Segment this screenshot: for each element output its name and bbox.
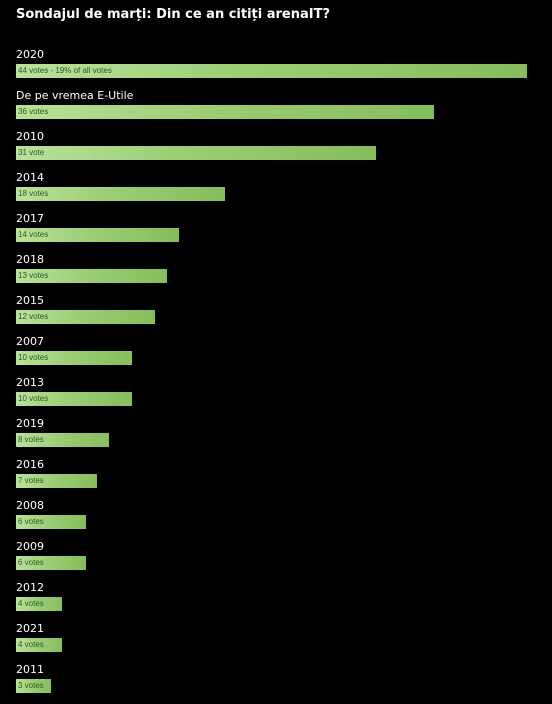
- option-label: 2013: [16, 376, 44, 389]
- vote-bar: [16, 64, 527, 78]
- option-label: 2019: [16, 417, 44, 430]
- option-label: 2007: [16, 335, 44, 348]
- option-label: 2020: [16, 48, 44, 61]
- poll-option: 2021 4 votes: [16, 622, 536, 663]
- vote-count-label: 14 votes: [18, 230, 49, 239]
- vote-bar: [16, 433, 109, 447]
- vote-count-label: 6 votes: [18, 558, 44, 567]
- vote-bar: [16, 597, 62, 611]
- option-label: 2008: [16, 499, 44, 512]
- poll-option: 2012 4 votes: [16, 581, 536, 622]
- poll-results: 2020 44 votes - 19% of all votes De pe vre…: [16, 48, 536, 704]
- poll-option: 2011 3 votes: [16, 663, 536, 704]
- poll-option: 2018 13 votes: [16, 253, 536, 294]
- option-label: 2015: [16, 294, 44, 307]
- vote-count-label: 18 votes: [18, 189, 49, 198]
- vote-count-label: 31 vote: [18, 148, 45, 157]
- option-label: 2021: [16, 622, 44, 635]
- vote-bar: [16, 556, 86, 570]
- vote-bar: [16, 392, 132, 406]
- poll-option: 2017 14 votes: [16, 212, 536, 253]
- option-label: 2011: [16, 663, 44, 676]
- vote-bar: [16, 187, 225, 201]
- option-label: 2010: [16, 130, 44, 143]
- vote-count-label: 13 votes: [18, 271, 49, 280]
- vote-bar: [16, 310, 155, 324]
- vote-bar: [16, 351, 132, 365]
- poll-option: 2014 18 votes: [16, 171, 536, 212]
- option-label: 2009: [16, 540, 44, 553]
- poll-option: 2016 7 votes: [16, 458, 536, 499]
- option-label: De pe vremea E-Utile: [16, 89, 134, 102]
- vote-bar: [16, 105, 434, 119]
- vote-count-label: 10 votes: [18, 353, 49, 362]
- vote-count-label: 8 votes: [18, 435, 44, 444]
- vote-bar: [16, 228, 179, 242]
- vote-bar: [16, 679, 51, 693]
- vote-count-label: 12 votes: [18, 312, 49, 321]
- poll-option: 2015 12 votes: [16, 294, 536, 335]
- vote-bar: [16, 515, 86, 529]
- vote-count-label: 4 votes: [18, 599, 44, 608]
- option-label: 2012: [16, 581, 44, 594]
- poll-option: 2019 8 votes: [16, 417, 536, 458]
- vote-count-label: 7 votes: [18, 476, 44, 485]
- vote-count-label: 3 votes: [18, 681, 44, 690]
- vote-bar: [16, 146, 376, 160]
- vote-count-label: 44 votes - 19% of all votes: [18, 66, 112, 75]
- option-label: 2017: [16, 212, 44, 225]
- option-label: 2018: [16, 253, 44, 266]
- poll-option: 2007 10 votes: [16, 335, 536, 376]
- poll-option: 2010 31 vote: [16, 130, 536, 171]
- vote-count-label: 36 votes: [18, 107, 49, 116]
- vote-bar: [16, 269, 167, 283]
- poll-title: Sondajul de marți: Din ce an citiți aren…: [16, 7, 331, 22]
- vote-bar: [16, 474, 97, 488]
- vote-bar: [16, 638, 62, 652]
- poll-option: 2013 10 votes: [16, 376, 536, 417]
- option-label: 2014: [16, 171, 44, 184]
- poll-option: De pe vremea E-Utile 36 votes: [16, 89, 536, 130]
- vote-count-label: 4 votes: [18, 640, 44, 649]
- option-label: 2016: [16, 458, 44, 471]
- vote-count-label: 6 votes: [18, 517, 44, 526]
- poll-option: 2008 6 votes: [16, 499, 536, 540]
- vote-count-label: 10 votes: [18, 394, 49, 403]
- poll-option: 2009 6 votes: [16, 540, 536, 581]
- poll-option: 2020 44 votes - 19% of all votes: [16, 48, 536, 89]
